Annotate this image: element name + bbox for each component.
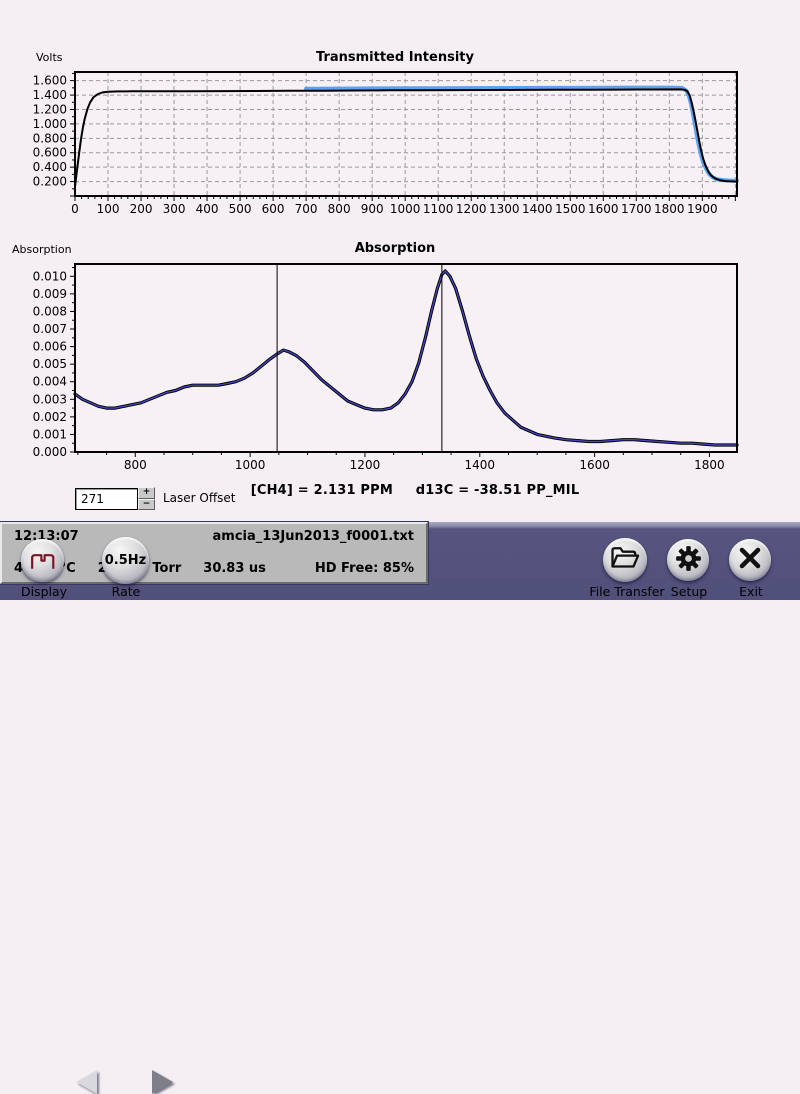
x-axis-tick-label: 1500 — [555, 202, 586, 216]
y-axis-tick-label: 0.008 — [33, 304, 67, 318]
top-chart-y-unit-label: Volts — [36, 51, 63, 64]
laser-offset-increment-button[interactable]: + — [138, 487, 155, 499]
waveform-icon — [30, 547, 56, 575]
status-panel: 12:13:07 amcia_13Jun2013_f0001.txt 44.99… — [0, 521, 429, 585]
series-signal-trace — [74, 88, 738, 188]
laser-offset-spinner: + − — [138, 487, 155, 510]
x-axis-tick-label: 700 — [295, 202, 318, 216]
x-axis-tick-label: 1100 — [423, 202, 454, 216]
plot-border — [74, 263, 738, 453]
y-axis-tick-label: 1.400 — [33, 88, 67, 102]
display-button-label: Display — [20, 584, 68, 599]
current-filename: amcia_13Jun2013_f0001.txt — [212, 529, 414, 544]
y-axis-tick-label: 0.600 — [33, 146, 67, 160]
top-chart-title: Transmitted Intensity — [316, 50, 474, 65]
exit-button-label: Exit — [739, 584, 763, 599]
y-axis-tick-label: 0.010 — [33, 269, 67, 283]
rate-button[interactable]: 0.5Hz — [102, 537, 149, 584]
y-axis-tick-label: 0.006 — [33, 340, 67, 354]
x-axis-tick-label: 1200 — [456, 202, 487, 216]
transmitted-intensity-chart: 0 100 200 300 400 500 600 700 800 900 1000 1100 1200… — [33, 71, 739, 216]
rate-button-label: Rate — [111, 584, 141, 599]
x-axis-tick-label: 200 — [130, 202, 153, 216]
measurement-readout: [CH4] = 2.131 PPM d13C = -38.51 PP_MIL — [80, 483, 750, 498]
y-axis-tick-label: 0.003 — [33, 392, 67, 406]
absorption-chart: 800 1000 1200 1400 1600 1800 0.000 0.001 0.002 0.… — [33, 263, 739, 472]
x-axis-tick-label: 1300 — [489, 202, 520, 216]
ch4-concentration-readout: [CH4] = 2.131 PPM — [250, 483, 394, 498]
bottom-chart-title: Absorption — [354, 241, 436, 256]
close-icon — [737, 545, 763, 575]
x-axis-tick-label: 500 — [229, 202, 252, 216]
hd-free-readout: HD Free: 85% — [314, 561, 414, 576]
laser-offset-input[interactable]: 271 — [75, 488, 138, 510]
x-axis-tick-label: 1800 — [654, 202, 685, 216]
exit-button[interactable] — [729, 539, 771, 581]
d13c-readout: d13C = -38.51 PP_MIL — [415, 483, 580, 498]
y-axis-tick-label: 0.800 — [33, 131, 67, 145]
y-axis-tick-label: 1.600 — [33, 74, 67, 88]
folder-icon — [610, 546, 640, 575]
x-axis-tick-label: 800 — [124, 458, 147, 472]
x-axis-tick-label: 1900 — [687, 202, 718, 216]
y-axis-tick-label: 1.000 — [33, 117, 67, 131]
x-axis-tick-label: 1600 — [579, 458, 610, 472]
toolbar: Display 0.5Hz Rate 12:13:07 amcia_13Jun2… — [0, 521, 800, 1094]
bottom-chart-y-unit-label: Absorption — [12, 243, 72, 256]
x-axis-tick-label: 1600 — [588, 202, 619, 216]
x-axis-tick-label: 300 — [163, 202, 186, 216]
y-axis-tick-label: 1.200 — [33, 102, 67, 116]
x-axis-tick-label: 0 — [71, 202, 79, 216]
pulse-width-readout: 30.83 us — [203, 561, 266, 576]
laser-offset-decrement-button[interactable]: − — [138, 498, 155, 510]
rate-increase-arrow[interactable] — [152, 1070, 173, 1094]
file-transfer-button-label: File Transfer — [589, 584, 665, 599]
plot-border — [74, 71, 738, 197]
x-axis-tick-label: 400 — [196, 202, 219, 216]
y-axis-tick-label: 0.007 — [33, 322, 67, 336]
clock-time: 12:13:07 — [14, 529, 79, 544]
x-axis-tick-label: 1400 — [465, 458, 496, 472]
x-axis-tick-label: 1800 — [694, 458, 725, 472]
y-axis-tick-label: 0.001 — [33, 427, 67, 441]
plot-area — [75, 72, 737, 196]
y-axis-tick-label: 0.009 — [33, 287, 67, 301]
rate-decrease-arrow[interactable] — [76, 1070, 97, 1094]
rate-value: 0.5Hz — [104, 553, 147, 568]
display-button[interactable] — [21, 539, 64, 582]
x-axis-tick-label: 600 — [262, 202, 285, 216]
series-fit-line — [74, 270, 738, 446]
y-axis-tick-label: 0.000 — [33, 445, 67, 459]
y-axis-tick-label: 0.400 — [33, 160, 67, 174]
laser-offset-label: Laser Offset — [163, 491, 236, 505]
y-axis-tick-label: 0.002 — [33, 410, 67, 424]
y-axis-tick-label: 0.004 — [33, 375, 67, 389]
x-axis-tick-label: 1000 — [390, 202, 421, 216]
setup-button-label: Setup — [670, 584, 708, 599]
x-axis-tick-label: 100 — [97, 202, 120, 216]
setup-button[interactable] — [667, 539, 709, 581]
plot-area — [75, 264, 737, 452]
x-axis-tick-label: 1000 — [235, 458, 266, 472]
gear-icon — [675, 545, 702, 576]
y-axis-tick-label: 0.005 — [33, 357, 67, 371]
x-axis-tick-label: 1700 — [621, 202, 652, 216]
x-axis-tick-label: 900 — [361, 202, 384, 216]
file-transfer-button[interactable] — [603, 538, 647, 582]
x-axis-tick-label: 1400 — [522, 202, 553, 216]
x-axis-tick-label: 800 — [328, 202, 351, 216]
y-axis-tick-label: 0.200 — [33, 175, 67, 189]
x-axis-tick-label: 1200 — [350, 458, 381, 472]
